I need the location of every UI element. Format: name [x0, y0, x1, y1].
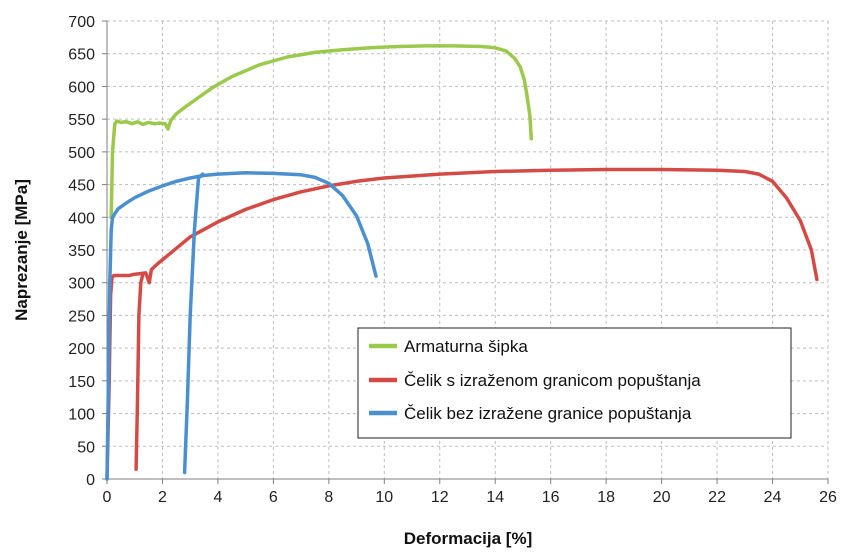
axes: 0 2 4 6 8 10 12 14 16 18 20 22 24 2605010015020025030…: [68, 14, 837, 506]
y-tick-label: 600: [68, 79, 95, 96]
y-tick-label: 0: [86, 472, 95, 489]
x-tick-label: 14: [486, 489, 504, 506]
y-tick-label: 700: [68, 14, 95, 31]
legend-label-armaturna: Armaturna šipka: [404, 337, 528, 356]
series-line-3: [105, 171, 378, 481]
series-line-2: [134, 271, 145, 471]
x-tick-label: 18: [597, 489, 615, 506]
y-tick-label: 400: [68, 210, 95, 227]
y-tick-label: 200: [68, 341, 95, 358]
x-tick-label: 8: [324, 489, 333, 506]
grid: [107, 20, 829, 479]
legend: Armaturna šipka Čelik s izraženom granic…: [357, 327, 792, 439]
legend-label-celik-bez: Čelik bez izražene granice popuštanja: [404, 404, 692, 423]
series-line-0: [109, 44, 534, 220]
x-tick-label: 20: [653, 489, 671, 506]
x-tick-label: 16: [542, 489, 560, 506]
y-tick-label: 150: [68, 374, 95, 391]
y-tick-label: 100: [68, 407, 95, 424]
x-tick-label: 26: [819, 489, 837, 506]
x-axis-title: Deformacija [%]: [404, 529, 532, 548]
y-tick-label: 450: [68, 178, 95, 195]
y-tick-label: 250: [68, 308, 95, 325]
series-line-1: [105, 167, 819, 481]
x-tick-label: 6: [269, 489, 278, 506]
y-axis-title: Naprezanje [MPa]: [12, 179, 31, 321]
y-tick-label: 300: [68, 276, 95, 293]
x-tick-label: 10: [375, 489, 393, 506]
x-tick-label: 0: [103, 489, 112, 506]
x-tick-label: 2: [158, 489, 167, 506]
x-tick-label: 12: [431, 489, 449, 506]
legend-box: [357, 327, 792, 439]
x-tick-label: 24: [764, 489, 782, 506]
series-lines: [105, 44, 819, 481]
x-tick-label: 22: [708, 489, 726, 506]
y-tick-label: 350: [68, 243, 95, 260]
y-tick-label: 50: [77, 439, 95, 456]
y-tick-label: 650: [68, 47, 95, 64]
y-tick-label: 500: [68, 145, 95, 162]
legend-label-celik-s: Čelik s izraženom granicom popuštanja: [404, 371, 701, 390]
y-tick-label: 550: [68, 112, 95, 129]
series-line-4: [182, 172, 205, 475]
x-tick-label: 4: [213, 489, 222, 506]
